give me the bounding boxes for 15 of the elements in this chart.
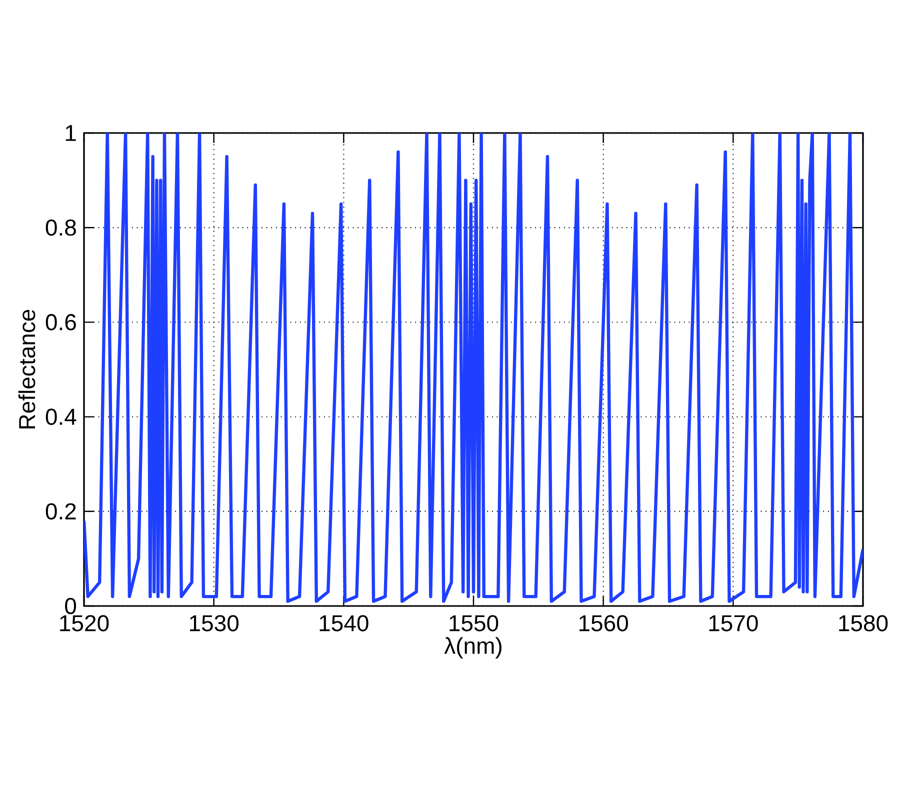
x-tick-label: 1550: [450, 615, 498, 632]
x-tick-label: 1530: [190, 615, 238, 632]
x-tick-label: 1570: [709, 615, 758, 632]
y-tick-label: 0.6: [46, 314, 76, 330]
y-tick-label: 0.8: [46, 219, 76, 236]
y-axis-title: Reflectance: [18, 310, 36, 428]
x-tick-label: 1540: [320, 615, 368, 632]
x-tick-label: 1520: [60, 615, 109, 632]
x-tick-label: 1560: [579, 615, 628, 632]
x-tick-label: 1580: [839, 615, 888, 632]
y-tick-label: 1: [66, 125, 76, 141]
x-axis-title: λ(nm): [444, 637, 502, 659]
y-tick-label: 0.2: [46, 503, 76, 520]
y-tick-label: 0: [65, 598, 76, 614]
y-tick-label: 0.4: [46, 408, 76, 425]
